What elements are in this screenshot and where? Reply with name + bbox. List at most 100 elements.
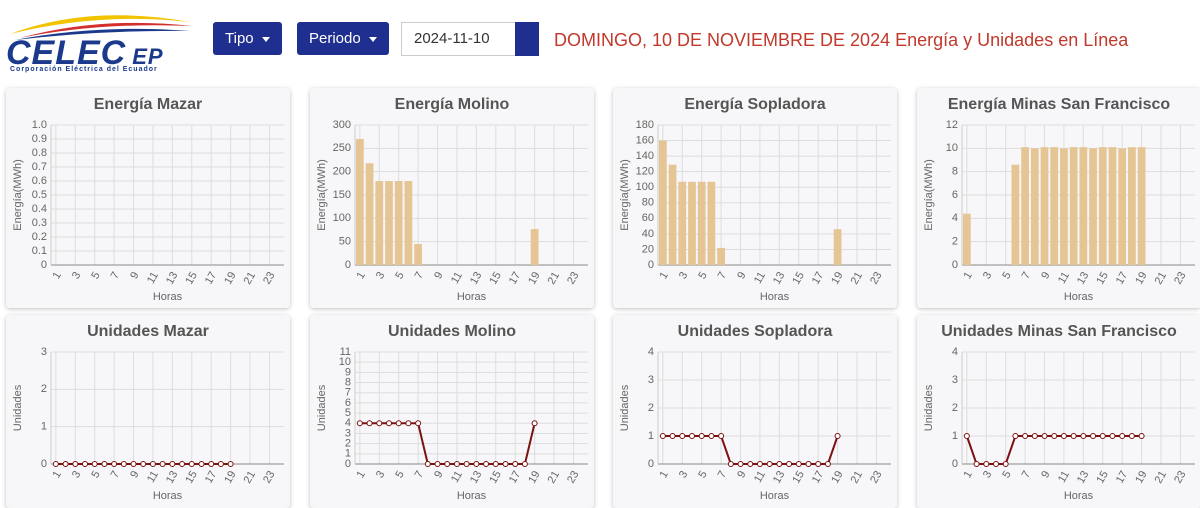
- bar: [385, 181, 393, 265]
- heading: DOMINGO, 10 DE NOVIEMBRE DE 2024 Energía…: [554, 30, 1129, 50]
- x-tick-label: 13: [468, 469, 485, 486]
- x-tick-label: 7: [109, 270, 122, 281]
- x-tick-label: 7: [1020, 469, 1033, 480]
- x-tick-label: 5: [1000, 469, 1013, 480]
- x-tick-label: 3: [70, 270, 83, 281]
- x-tick-label: 17: [810, 469, 827, 486]
- point: [91, 461, 98, 467]
- bar: [1050, 147, 1059, 265]
- point: [444, 461, 451, 467]
- x-tick-label: 15: [183, 469, 200, 486]
- period-button[interactable]: Periodo: [297, 22, 389, 55]
- bar: [1040, 147, 1049, 265]
- x-axis-label: Horas: [760, 490, 790, 502]
- y-tick-label: 50: [339, 236, 351, 248]
- point: [795, 461, 802, 467]
- y-axis-label: Energía(MWh): [619, 159, 631, 231]
- date-input[interactable]: 2024-11-10: [401, 22, 539, 56]
- y-tick-label: 10: [946, 142, 958, 154]
- point: [688, 433, 695, 439]
- x-tick-label: 21: [849, 469, 866, 486]
- bar: [668, 164, 677, 265]
- y-tick-label: 250: [333, 142, 351, 154]
- y-axis-label: Energía(MWh): [923, 159, 935, 231]
- x-tick-label: 15: [790, 270, 807, 287]
- y-tick-label: 300: [333, 119, 351, 131]
- point: [473, 461, 480, 467]
- x-tick-label: 13: [771, 270, 788, 287]
- x-tick-label: 19: [222, 270, 239, 287]
- y-tick-label: 8: [952, 166, 958, 178]
- x-tick-label: 17: [203, 270, 220, 287]
- y-tick-label: 4: [648, 346, 654, 358]
- x-tick-label: 21: [546, 469, 563, 486]
- x-tick-label: 21: [242, 270, 259, 287]
- y-tick-label: 0.7: [32, 161, 47, 173]
- logo: CELEC EP: [6, 34, 164, 73]
- point: [72, 461, 79, 467]
- y-tick-label: 2: [41, 383, 47, 395]
- bar: [1021, 147, 1029, 265]
- y-tick-label: 150: [333, 189, 351, 201]
- point: [815, 461, 822, 467]
- x-tick-label: 9: [128, 469, 141, 480]
- chart-title: Unidades Mazar: [87, 323, 209, 340]
- bar: [1030, 148, 1039, 265]
- x-tick-label: 9: [735, 270, 748, 281]
- x-tick-label: 17: [203, 469, 220, 486]
- y-tick-label: 0.9: [32, 133, 47, 145]
- y-axis-label: Energía(MWh): [316, 159, 328, 231]
- point: [1060, 433, 1067, 439]
- x-tick-label: 19: [1133, 469, 1150, 486]
- y-tick-label: 2: [952, 236, 958, 248]
- x-tick-label: 17: [1114, 270, 1131, 287]
- point: [963, 433, 970, 439]
- point: [1002, 461, 1009, 467]
- y-tick-label: 0: [952, 259, 958, 271]
- y-tick-label: 6: [952, 189, 958, 201]
- x-tick-label: 3: [981, 270, 994, 281]
- bar: [962, 213, 971, 265]
- point: [1128, 433, 1135, 439]
- point: [179, 461, 186, 467]
- y-tick-label: 3: [345, 427, 351, 439]
- point: [766, 461, 773, 467]
- bar: [1128, 147, 1136, 265]
- x-tick-label: 13: [1075, 469, 1092, 486]
- chart-title: Energía Minas San Francisco: [948, 96, 1171, 113]
- point: [502, 461, 509, 467]
- y-tick-label: 0.1: [32, 245, 47, 257]
- point: [512, 461, 519, 467]
- x-tick-label: 11: [752, 270, 768, 286]
- y-tick-label: 1: [345, 448, 351, 460]
- point: [120, 461, 127, 467]
- y-tick-label: 0: [345, 458, 351, 470]
- bar: [833, 229, 842, 265]
- point: [756, 461, 763, 467]
- y-tick-label: 2: [345, 438, 351, 450]
- chart-title: Unidades Molino: [388, 323, 516, 340]
- y-tick-label: 0: [345, 259, 351, 271]
- x-tick-label: 1: [51, 469, 64, 480]
- bar: [1069, 147, 1078, 265]
- bar: [530, 229, 539, 265]
- x-tick-label: 15: [1094, 270, 1111, 287]
- bar: [697, 181, 706, 265]
- point: [727, 461, 734, 467]
- point: [140, 461, 147, 467]
- point: [1099, 433, 1106, 439]
- point: [531, 420, 538, 427]
- x-tick-label: 7: [413, 469, 426, 480]
- y-tick-label: 0: [41, 458, 47, 470]
- y-tick-label: 0.5: [32, 189, 47, 201]
- x-tick-label: 17: [507, 270, 524, 287]
- x-axis-label: Horas: [1064, 291, 1094, 303]
- x-tick-label: 21: [1153, 270, 1170, 287]
- y-tick-label: 1.0: [32, 119, 47, 131]
- point: [1012, 433, 1019, 439]
- logo-text: CELEC: [6, 34, 127, 72]
- type-button[interactable]: Tipo: [213, 22, 282, 55]
- bar: [414, 244, 422, 265]
- x-tick-label: 7: [413, 270, 426, 281]
- y-axis-label: Energía(MWh): [12, 159, 24, 231]
